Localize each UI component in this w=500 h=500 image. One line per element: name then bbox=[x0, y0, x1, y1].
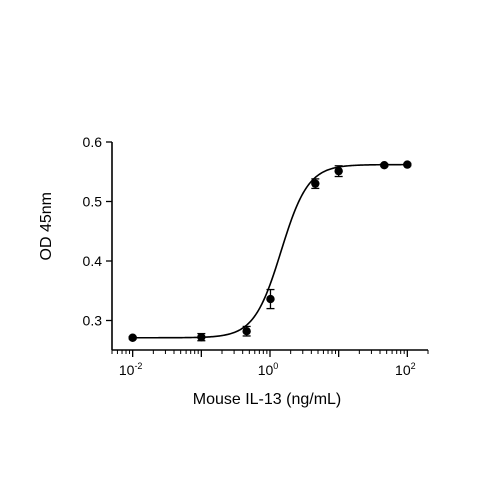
data-point bbox=[242, 327, 251, 336]
x-axis-title: Mouse IL-13 (ng/mL) bbox=[193, 391, 342, 408]
tick-labels: 0.3 0.4 0.5 0.6 10-2 100 102 bbox=[83, 134, 416, 378]
y-tick-label: 0.4 bbox=[83, 253, 103, 269]
data-point bbox=[403, 160, 412, 169]
data-point bbox=[334, 166, 343, 176]
x-tick-label: 100 bbox=[258, 361, 279, 378]
error-bars bbox=[128, 162, 412, 342]
y-tick-label: 0.6 bbox=[83, 134, 103, 150]
data-point bbox=[197, 332, 206, 342]
data-point bbox=[380, 161, 389, 170]
x-tick-label: 102 bbox=[395, 361, 416, 378]
fit-curve bbox=[132, 163, 408, 339]
data-point bbox=[128, 333, 137, 342]
data-points bbox=[128, 160, 412, 342]
data-point bbox=[311, 179, 320, 188]
ticks bbox=[106, 141, 429, 357]
y-tick-label: 0.3 bbox=[83, 313, 103, 329]
y-tick-label: 0.5 bbox=[83, 194, 103, 210]
data-point bbox=[266, 294, 275, 304]
x-tick-label: 10-2 bbox=[119, 361, 143, 378]
y-axis-title: OD 45nm bbox=[38, 192, 55, 260]
axes bbox=[111, 142, 428, 351]
